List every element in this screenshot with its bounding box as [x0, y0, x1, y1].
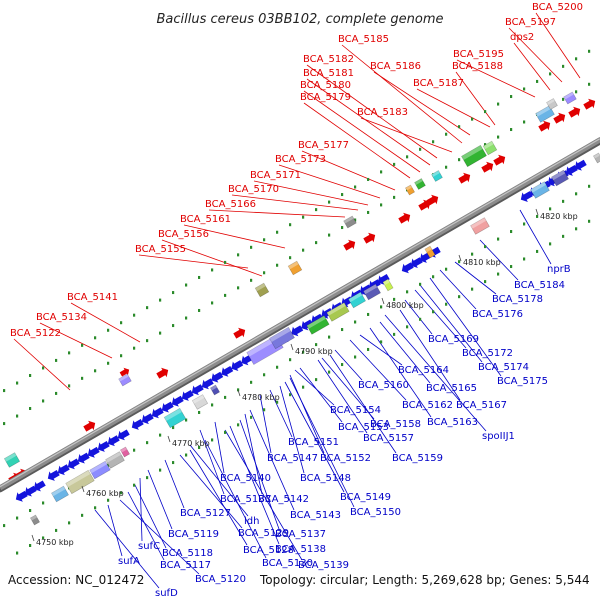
gene-label: BCA_5174 — [478, 362, 529, 373]
gene-label: BCA_5149 — [340, 492, 391, 503]
gene-label: BCA_5197 — [505, 17, 556, 28]
gene-label: BCA_5175 — [497, 376, 548, 387]
position-tick: 4790 kbp — [295, 347, 333, 356]
gene-label: BCA_5143 — [290, 510, 341, 521]
gene-label: BCA_5133 — [220, 494, 271, 505]
gene-label: BCA_5171 — [250, 170, 301, 181]
gene-label: BCA_5170 — [228, 184, 279, 195]
gene-label: BCA_5154 — [330, 405, 381, 416]
gene-label: BCA_5180 — [300, 80, 351, 91]
gene-label: BCA_5172 — [462, 348, 513, 359]
gene-label: BCA_5188 — [452, 61, 503, 72]
gene-label: ldh — [244, 516, 259, 527]
gene-label: BCA_5166 — [205, 199, 256, 210]
gene-label: BCA_5151 — [288, 437, 339, 448]
gene-label: BCA_5187 — [413, 78, 464, 89]
gene-label: BCA_5129 — [238, 528, 289, 539]
genome-summary: Topology: circular; Length: 5,269,628 bp… — [260, 573, 590, 587]
gene-label: BCA_5200 — [532, 2, 583, 13]
gene-label: sufC — [138, 541, 160, 552]
genome-backbone — [0, 137, 600, 493]
label-lead-lines — [13, 12, 581, 589]
gene-label: BCA_5141 — [67, 292, 118, 303]
position-ticks: 4750 kbp 4760 kbp 4770 kbp 4780 kbp 4790 kbp… — [31, 208, 578, 547]
gene-label: BCA_5122 — [10, 328, 61, 339]
gene-label: sufD — [155, 588, 178, 599]
gene-label: BCA_5142 — [258, 494, 309, 505]
map-title: Bacillus cereus 03BB102, complete genome — [156, 12, 443, 27]
gene-label: BCA_5176 — [472, 309, 523, 320]
gene-label: dps2 — [510, 32, 534, 43]
gene-label: sufA — [118, 556, 140, 567]
gene-label: spoIIJ1 — [482, 431, 515, 442]
gene-labels: BCA_5122 BCA_5134 BCA_5141 BCA_5155 BCA_5156… — [10, 2, 583, 599]
gene-label: BCA_5138 — [275, 544, 326, 555]
gene-label: BCA_5148 — [300, 473, 351, 484]
gene-label: BCA_5140 — [220, 473, 271, 484]
gene-label: BCA_5147 — [267, 453, 318, 464]
position-tick: 4770 kbp — [172, 439, 210, 448]
gene-label: BCA_5186 — [370, 61, 421, 72]
accession-text: Accession: NC_012472 — [8, 573, 145, 587]
gene-label: BCA_5169 — [428, 334, 479, 345]
position-tick: 4760 kbp — [86, 489, 124, 498]
gene-label: BCA_5178 — [492, 294, 543, 305]
gene-label: BCA_5184 — [514, 280, 565, 291]
position-tick: 4820 kbp — [540, 212, 578, 221]
gene-label: BCA_5159 — [392, 453, 443, 464]
gene-label: BCA_5155 — [135, 244, 186, 255]
position-tick: 4750 kbp — [36, 538, 74, 547]
gene-label: BCA_5153 — [338, 422, 389, 433]
position-tick: 4800 kbp — [386, 301, 424, 310]
gene-label: nprB — [547, 264, 571, 275]
gene-label: BCA_5173 — [275, 154, 326, 165]
gene-label: BCA_5167 — [456, 400, 507, 411]
position-tick: 4780 kbp — [242, 393, 280, 402]
gene-label: BCA_5164 — [398, 365, 449, 376]
position-tick: 4810 kbp — [463, 258, 501, 267]
gene-label: BCA_5117 — [160, 560, 211, 571]
gene-label: BCA_5128 — [243, 545, 294, 556]
gene-label: BCA_5161 — [180, 214, 231, 225]
gene-label: BCA_5185 — [338, 34, 389, 45]
gene-label: BCA_5127 — [180, 508, 231, 519]
gene-label: BCA_5183 — [357, 107, 408, 118]
gene-label: BCA_5152 — [320, 453, 371, 464]
gene-label: BCA_5177 — [298, 140, 349, 151]
gene-label: BCA_5157 — [363, 433, 414, 444]
gene-label: BCA_5158 — [370, 419, 421, 430]
gene-label: BCA_5179 — [300, 92, 351, 103]
gene-label: BCA_5137 — [275, 529, 326, 540]
gene-label: BCA_5134 — [36, 312, 87, 323]
gene-label: BCA_5195 — [453, 49, 504, 60]
gene-label: BCA_5160 — [358, 380, 409, 391]
gene-label: BCA_5182 — [303, 54, 354, 65]
gene-label: BCA_5156 — [158, 229, 209, 240]
gene-label: BCA_5163 — [427, 417, 478, 428]
gene-label: BCA_5165 — [426, 383, 477, 394]
gene-label: BCA_5162 — [402, 400, 453, 411]
gene-label: BCA_5150 — [350, 507, 401, 518]
gene-label: BCA_5181 — [303, 68, 354, 79]
gene-label: BCA_5130 — [262, 558, 313, 569]
gene-label: BCA_5120 — [195, 574, 246, 585]
gene-label: BCA_5139 — [298, 560, 349, 571]
gene-label: BCA_5118 — [162, 548, 213, 559]
gene-label: BCA_5119 — [168, 529, 219, 540]
